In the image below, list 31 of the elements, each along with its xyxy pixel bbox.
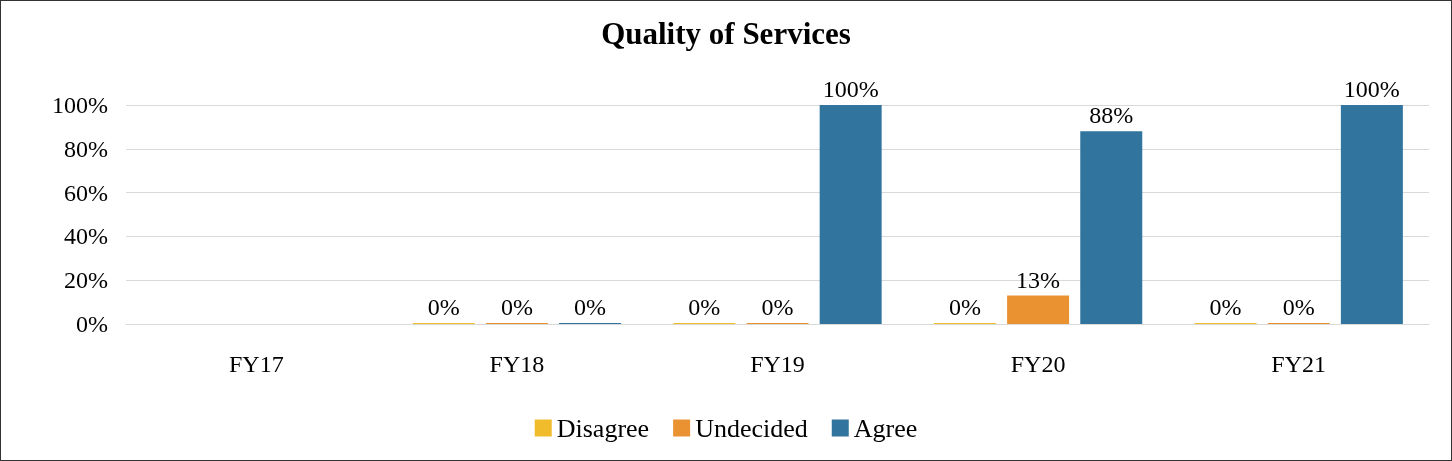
data-label: 13%	[1016, 266, 1061, 293]
data-label: 0%	[688, 294, 721, 320]
x-tick-label: FY17	[228, 351, 284, 377]
y-tick-label: 80%	[64, 135, 108, 162]
y-tick-label: 60%	[64, 179, 108, 206]
legend-label: Disagree	[556, 413, 650, 443]
x-tick-label: FY20	[1010, 351, 1066, 377]
data-label: 0%	[948, 294, 981, 320]
data-label: 0%	[427, 294, 460, 320]
x-tick-label: FY19	[750, 351, 805, 377]
y-tick-label: 0%	[76, 311, 108, 337]
legend-label: Undecided	[695, 413, 808, 443]
bar	[1080, 131, 1143, 324]
y-tick-label: 40%	[64, 223, 108, 250]
bar	[1007, 295, 1070, 324]
data-label: 100%	[822, 76, 879, 102]
data-label: 0%	[1209, 294, 1242, 320]
legend-label: Agree	[853, 413, 918, 443]
bar	[1340, 105, 1403, 324]
data-label: 0%	[500, 294, 533, 320]
data-label: 88%	[1089, 102, 1134, 129]
data-label: 100%	[1343, 76, 1400, 102]
x-tick-label: FY21	[1271, 351, 1327, 377]
y-tick-label: 100%	[52, 92, 108, 118]
data-label: 0%	[574, 294, 607, 320]
data-label: 0%	[1282, 294, 1315, 320]
chart-title: Quality of Services	[601, 16, 851, 51]
x-tick-label: FY18	[489, 351, 545, 377]
data-label: 0%	[761, 294, 794, 320]
bar	[819, 105, 882, 324]
y-tick-label: 20%	[64, 267, 108, 294]
